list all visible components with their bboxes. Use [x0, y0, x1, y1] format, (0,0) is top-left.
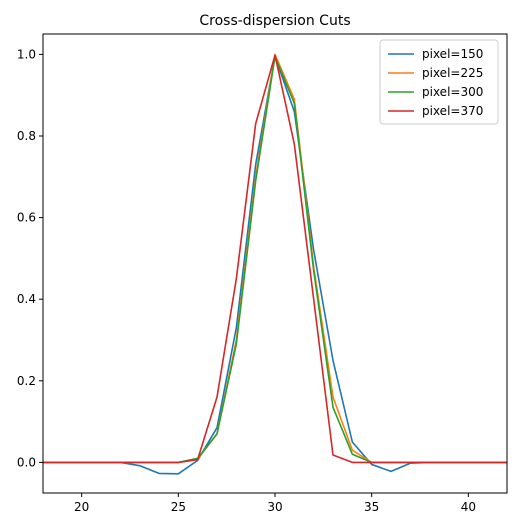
axes-layer: 20 25 30 35 40 0.0 0.2 0.4 0.6 0.8 1.0 [17, 47, 476, 514]
x-tick-label: 40 [461, 500, 476, 514]
y-tick-label: 0.4 [17, 292, 36, 306]
legend-box [379, 39, 499, 125]
y-tick-label: 1.0 [17, 47, 36, 61]
x-tick-label: 25 [171, 500, 186, 514]
y-tick-label: 0.2 [17, 374, 36, 388]
y-tick-label: 0.0 [17, 455, 36, 469]
chart-title: Cross-dispersion Cuts [199, 13, 350, 29]
y-tick-label: 0.6 [17, 211, 36, 225]
legend-label: pixel=225 [422, 66, 483, 80]
x-tick-label: 30 [267, 500, 282, 514]
legend-label: pixel=370 [422, 104, 483, 118]
x-tick-label: 20 [74, 500, 89, 514]
series-layer [43, 53, 507, 475]
legend-label: pixel=150 [422, 47, 483, 61]
y-tick-label: 0.8 [17, 129, 36, 143]
legend-label: pixel=300 [422, 85, 483, 99]
legend: pixel=150 pixel=225 pixel=300 pixel=370 [379, 39, 499, 125]
series-line-4 [43, 54, 507, 464]
x-tick-label: 35 [364, 500, 379, 514]
